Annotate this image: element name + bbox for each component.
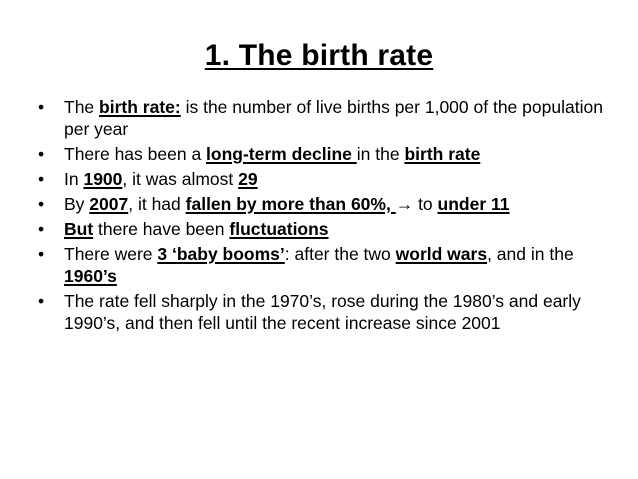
bullet-dot-icon: • <box>38 194 45 214</box>
slide-title: 1. The birth rate <box>204 39 434 72</box>
bullet-list: • The birth rate: is the number of live … <box>38 96 628 337</box>
text-run: The rate fell sharply in the 1970’s, ros… <box>64 291 581 333</box>
text-run: , it was almost <box>122 169 239 189</box>
text-run: There has been a <box>64 144 207 164</box>
text-run: in the <box>356 144 405 164</box>
emphasis-year: 1900 <box>83 169 123 189</box>
bullet-dot-icon: • <box>38 97 45 117</box>
bullet-item-baby-booms: • There were 3 ‘baby booms’: after the t… <box>38 243 628 287</box>
emphasis-term: long-term decline <box>206 144 357 164</box>
bullet-item-birth-rate-definition: • The birth rate: is the number of live … <box>38 96 628 140</box>
bullet-dot-icon: • <box>38 169 45 189</box>
emphasis-term: 3 ‘baby booms’ <box>157 244 285 264</box>
emphasis-term: fallen by more than 60%, <box>185 194 396 214</box>
bullet-item-recent-trend: • The rate fell sharply in the 1970’s, r… <box>38 290 628 334</box>
emphasis-term: birth rate <box>404 144 481 164</box>
emphasis-term: 1960’s <box>64 266 117 286</box>
bullet-dot-icon: • <box>38 291 45 311</box>
emphasis-year: 2007 <box>89 194 129 214</box>
text-run: : after the two <box>284 244 396 264</box>
bullet-item-1900: • In 1900, it was almost 29 <box>38 168 628 190</box>
emphasis-term: world wars <box>395 244 488 264</box>
bullet-dot-icon: • <box>38 219 45 239</box>
text-run: By <box>64 194 90 214</box>
emphasis-term: birth rate: <box>99 97 181 117</box>
bullet-dot-icon: • <box>38 144 45 164</box>
emphasis-value: under 11 <box>437 194 510 214</box>
bullet-dot-icon: • <box>38 244 45 264</box>
text-run: There were <box>64 244 158 264</box>
text-run: is the number of live births per 1,000 o… <box>64 97 603 139</box>
bullet-item-long-term-decline: • There has been a long-term decline in … <box>38 143 628 165</box>
text-run: , it had <box>128 194 186 214</box>
emphasis-term: fluctuations <box>229 219 329 239</box>
arrow-right-icon: → <box>395 194 414 214</box>
text-run: to <box>413 194 438 214</box>
emphasis-value: 29 <box>238 169 258 189</box>
text-run: , and in the <box>487 244 574 264</box>
text-run: The <box>64 97 100 117</box>
emphasis-term: But <box>64 219 94 239</box>
text-run: there have been <box>93 219 230 239</box>
bullet-item-2007: • By 2007, it had fallen by more than 60… <box>38 193 628 215</box>
bullet-item-fluctuations: • But there have been fluctuations <box>38 218 628 240</box>
text-run: In <box>64 169 84 189</box>
